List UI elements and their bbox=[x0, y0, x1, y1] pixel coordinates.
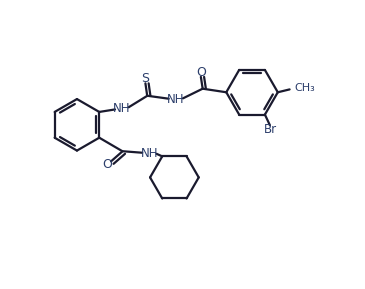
Text: S: S bbox=[141, 72, 149, 85]
Text: NH: NH bbox=[141, 147, 158, 160]
Text: O: O bbox=[196, 66, 206, 79]
Text: Br: Br bbox=[264, 123, 277, 136]
Text: NH: NH bbox=[167, 93, 185, 106]
Text: NH: NH bbox=[113, 102, 130, 115]
Text: O: O bbox=[103, 158, 112, 171]
Text: CH₃: CH₃ bbox=[294, 83, 315, 93]
